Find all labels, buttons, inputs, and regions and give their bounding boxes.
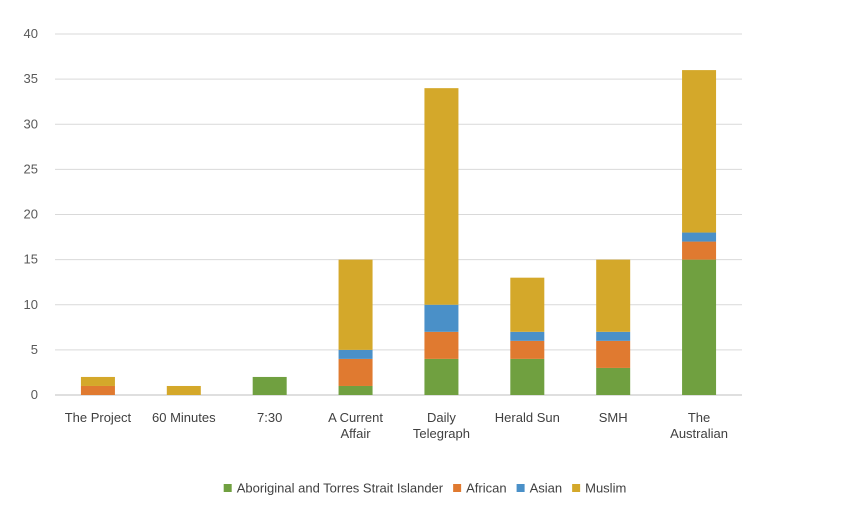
bar-segment xyxy=(596,367,631,395)
category-label: Daily xyxy=(427,410,456,425)
bar-segment xyxy=(682,232,717,242)
bar-segment xyxy=(510,340,545,359)
bar-segment xyxy=(252,376,287,395)
category-label: Affair xyxy=(341,426,372,441)
legend-label: Aboriginal and Torres Strait Islander xyxy=(237,481,444,496)
bar-segment xyxy=(682,70,717,233)
bars xyxy=(80,70,717,395)
bar-segment xyxy=(424,88,459,305)
bar-segment xyxy=(510,277,545,332)
category-label: The Project xyxy=(65,410,132,425)
category-label: Australian xyxy=(670,426,728,441)
y-axis-tick-labels: 0 5 10 15 20 25 30 35 40 xyxy=(24,26,38,402)
bar-segment xyxy=(338,385,373,395)
legend-label: Muslim xyxy=(585,481,626,496)
bar-segment xyxy=(596,331,631,341)
legend-label: Asian xyxy=(530,481,563,496)
bar-segment xyxy=(80,385,115,395)
legend-swatch xyxy=(223,484,232,492)
bar-segment xyxy=(166,385,201,395)
y-tick-label: 30 xyxy=(24,116,38,131)
bar-segment xyxy=(596,259,631,332)
bar-segment xyxy=(424,304,459,332)
legend-label: African xyxy=(466,481,506,496)
legend-swatch xyxy=(453,484,462,492)
legend: Aboriginal and Torres Strait Islander Afr… xyxy=(223,481,626,496)
bar-segment xyxy=(424,358,459,395)
y-tick-label: 10 xyxy=(24,297,38,312)
y-tick-label: 0 xyxy=(31,387,38,402)
legend-swatch xyxy=(516,484,525,492)
category-label: 60 Minutes xyxy=(152,410,216,425)
bar-segment xyxy=(682,241,717,260)
gridlines xyxy=(55,33,742,396)
y-tick-label: 35 xyxy=(24,71,38,86)
bar-segment xyxy=(510,331,545,341)
category-label: Herald Sun xyxy=(495,410,560,425)
category-label: 7:30 xyxy=(257,410,282,425)
bar-segment xyxy=(596,340,631,368)
legend-swatch xyxy=(572,484,581,492)
y-tick-label: 15 xyxy=(24,252,38,267)
bar-segment xyxy=(338,358,373,386)
category-label: A Current xyxy=(328,410,383,425)
bar-segment xyxy=(682,259,717,395)
x-axis-category-labels: The Project 60 Minutes 7:30 A CurrentAffair… xyxy=(65,410,728,441)
category-label: The xyxy=(688,410,710,425)
y-tick-label: 5 xyxy=(31,342,38,357)
bar-segment xyxy=(338,259,373,350)
y-tick-label: 25 xyxy=(24,161,38,176)
bar-segment xyxy=(510,358,545,395)
y-tick-label: 20 xyxy=(24,207,38,222)
bar-segment xyxy=(338,349,373,359)
bar-segment xyxy=(424,331,459,359)
category-label: Telegraph xyxy=(413,426,470,441)
category-label: SMH xyxy=(599,410,628,425)
y-tick-label: 40 xyxy=(24,26,38,41)
bar-segment xyxy=(80,376,115,386)
